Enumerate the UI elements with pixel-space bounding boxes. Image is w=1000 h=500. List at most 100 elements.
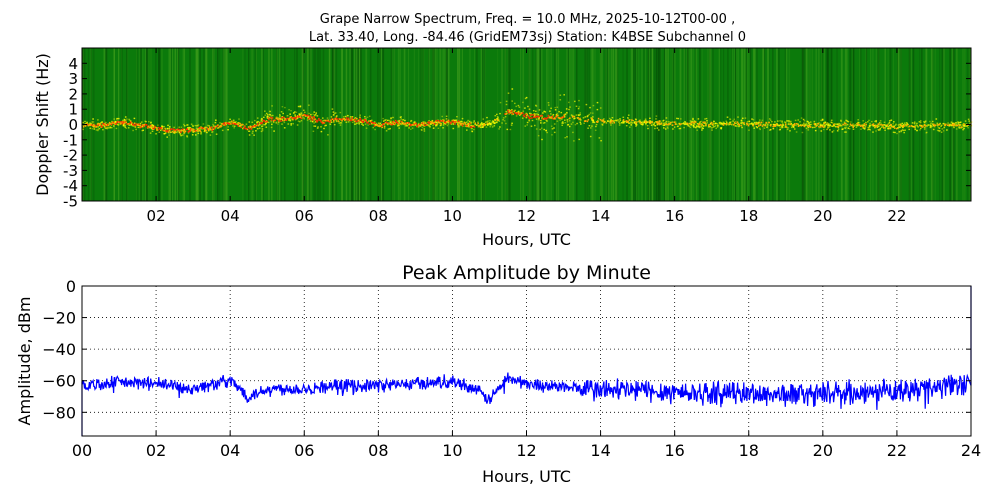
signal-speckle xyxy=(787,120,789,122)
signal-speckle xyxy=(423,128,426,130)
signal-speckle xyxy=(644,118,647,120)
x-tick-label: 04 xyxy=(220,441,240,460)
signal-core xyxy=(155,126,157,129)
signal-speckle xyxy=(935,118,938,120)
signal-speckle xyxy=(840,125,843,127)
signal-core xyxy=(313,116,315,119)
signal-speckle xyxy=(359,121,362,124)
signal-speckle xyxy=(835,126,837,128)
signal-core xyxy=(759,124,762,126)
signal-speckle xyxy=(487,120,489,122)
signal-speckle xyxy=(428,120,430,122)
signal-speckle xyxy=(195,134,197,136)
noise-stripe xyxy=(592,48,593,201)
x-tick-label: 10 xyxy=(442,441,462,460)
signal-speckle xyxy=(540,127,543,129)
signal-speckle xyxy=(963,124,966,126)
signal-core xyxy=(195,129,197,132)
signal-speckle xyxy=(833,124,836,126)
signal-speckle xyxy=(882,126,885,128)
signal-speckle xyxy=(181,134,184,136)
signal-speckle xyxy=(963,124,965,127)
noise-stripe xyxy=(860,48,862,201)
signal-speckle xyxy=(629,126,631,128)
signal-core xyxy=(382,123,384,126)
signal-speckle xyxy=(768,118,771,120)
signal-speckle xyxy=(933,128,935,131)
noise-stripe xyxy=(349,48,351,201)
signal-speckle xyxy=(837,124,840,126)
signal-speckle xyxy=(417,126,420,128)
signal-core xyxy=(278,120,280,122)
x-tick-label: 08 xyxy=(368,441,388,460)
signal-speckle xyxy=(401,122,403,124)
signal-speckle xyxy=(806,124,809,126)
signal-speckle xyxy=(498,120,501,122)
signal-core xyxy=(252,125,254,128)
x-tick-label: 08 xyxy=(369,207,388,225)
signal-core xyxy=(356,117,358,120)
signal-core xyxy=(658,120,661,123)
y-tick-label: −60 xyxy=(42,372,76,391)
signal-speckle xyxy=(372,126,374,129)
noise-stripe xyxy=(432,48,435,201)
noise-stripe xyxy=(727,48,729,201)
signal-speckle xyxy=(962,124,964,126)
x-tick-label: 14 xyxy=(590,441,610,460)
signal-speckle xyxy=(684,121,686,124)
signal-speckle xyxy=(420,129,423,131)
signal-core xyxy=(178,130,180,132)
signal-speckle xyxy=(97,129,99,132)
signal-speckle xyxy=(292,123,294,125)
signal-speckle xyxy=(499,126,501,128)
signal-speckle xyxy=(822,128,825,131)
signal-core xyxy=(145,123,147,126)
signal-core xyxy=(657,121,659,123)
signal-speckle xyxy=(538,119,540,121)
noise-stripe xyxy=(284,48,286,201)
signal-speckle xyxy=(496,113,498,116)
signal-core xyxy=(282,119,284,122)
x-tick-label: 04 xyxy=(221,207,240,225)
signal-speckle xyxy=(111,120,113,123)
signal-core xyxy=(469,122,471,125)
signal-speckle xyxy=(508,109,511,111)
signal-core xyxy=(348,119,351,122)
signal-core xyxy=(270,116,272,119)
noise-stripe xyxy=(633,48,636,201)
x-tick-label: 24 xyxy=(961,441,981,460)
noise-stripe xyxy=(910,48,911,201)
y-tick-label: 0 xyxy=(68,116,78,134)
signal-core xyxy=(933,123,935,126)
signal-speckle xyxy=(685,122,687,124)
signal-speckle xyxy=(782,124,785,126)
signal-core xyxy=(364,119,366,121)
noise-stripe xyxy=(462,48,463,201)
noise-stripe xyxy=(161,48,162,201)
signal-speckle xyxy=(900,130,902,133)
signal-core xyxy=(234,123,237,125)
signal-speckle xyxy=(746,121,749,123)
signal-speckle xyxy=(926,131,928,134)
signal-speckle xyxy=(216,127,219,129)
signal-speckle xyxy=(396,123,399,125)
signal-speckle xyxy=(699,121,701,123)
signal-speckle xyxy=(332,111,335,113)
noise-stripe xyxy=(626,48,628,201)
signal-speckle xyxy=(105,127,107,130)
signal-core xyxy=(224,124,227,126)
signal-speckle xyxy=(719,123,722,125)
signal-core xyxy=(368,120,370,122)
signal-speckle xyxy=(511,113,513,116)
signal-speckle xyxy=(699,126,701,129)
signal-speckle xyxy=(552,115,554,117)
signal-core xyxy=(165,130,167,132)
signal-core xyxy=(428,122,430,125)
signal-speckle xyxy=(853,125,856,127)
signal-speckle xyxy=(700,124,702,126)
signal-speckle xyxy=(497,118,500,120)
signal-core xyxy=(169,129,171,132)
signal-speckle xyxy=(238,118,240,120)
signal-core xyxy=(454,123,456,125)
signal-speckle xyxy=(904,129,906,131)
